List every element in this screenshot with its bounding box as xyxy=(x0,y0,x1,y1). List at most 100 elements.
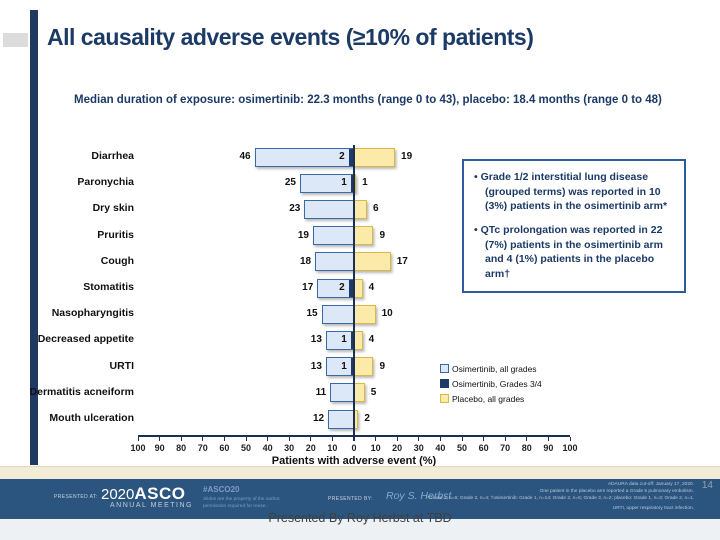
value-label-osimertinib-all: 25 xyxy=(284,177,296,189)
value-label-osimertinib-grade34: 1 xyxy=(341,360,347,372)
callout-bullet-list: • Grade 1/2 interstitial lung disease (g… xyxy=(474,170,676,282)
axis-tick xyxy=(310,437,312,441)
legend-item-osimertinib-grade34: Osimertinib, Grades 3/4 xyxy=(440,376,542,391)
axis-tick-label: 60 xyxy=(219,443,230,453)
presented-by-label: PRESENTED BY: xyxy=(328,496,373,502)
axis-tick-label: 60 xyxy=(478,443,489,453)
axis-tick-label: 70 xyxy=(197,443,208,453)
axis-tick-label: 40 xyxy=(435,443,446,453)
value-label-osimertinib-all: 11 xyxy=(315,386,327,398)
axis-tick xyxy=(267,437,269,441)
bar-osimertinib-all xyxy=(328,409,354,429)
axis-tick xyxy=(353,437,355,441)
disclaimer-line-1: Slides are the property of the author, xyxy=(203,497,281,502)
axis-tick xyxy=(396,437,398,441)
value-label-osimertinib-all: 13 xyxy=(310,334,322,346)
value-label-placebo: 9 xyxy=(379,360,385,372)
legend-swatch-placebo-all xyxy=(440,394,449,403)
axis-tick-label: 100 xyxy=(130,443,146,453)
axis-tick-label: 80 xyxy=(176,443,187,453)
value-label-placebo: 9 xyxy=(379,229,385,241)
logo-name: ASCO xyxy=(134,484,186,503)
value-label-osimertinib-all: 12 xyxy=(312,413,325,424)
bar-osimertinib-all xyxy=(321,304,354,324)
value-label-placebo: 6 xyxy=(372,203,379,215)
footnote-grade5: One patient in the placebo arm reported … xyxy=(539,489,694,494)
axis-tick xyxy=(526,437,528,441)
bottom-strip xyxy=(0,519,720,540)
category-label: Cough xyxy=(100,254,134,267)
bar-osimertinib-grade34 xyxy=(350,174,354,192)
axis-tick-label: 50 xyxy=(456,443,467,453)
axis-tick xyxy=(288,437,290,441)
axis-tick-label: 90 xyxy=(543,443,554,453)
disclaimer-line-2: permission required for reuse. xyxy=(203,504,267,509)
slide-title: All causality adverse events (≥10% of pa… xyxy=(47,24,534,50)
bar-placebo-all xyxy=(354,357,374,377)
axis-tick-label: 100 xyxy=(562,443,578,453)
bar-placebo-all xyxy=(354,383,365,403)
bar-osimertinib-all xyxy=(312,226,354,246)
footnote-datacutoff: ADAURA data cut-off: January 17, 2020. xyxy=(607,482,694,487)
accent-stripe xyxy=(30,10,38,465)
footnote-grades: *Grade 1, n=6; Grade 2, n=4; †osimertini… xyxy=(427,496,694,501)
axis-tick-label: 50 xyxy=(240,443,251,453)
zero-axis-line xyxy=(353,145,355,441)
value-label-osimertinib-all: 18 xyxy=(299,255,312,267)
value-label-osimertinib-all: 13 xyxy=(310,360,322,372)
bar-placebo-all xyxy=(354,330,363,350)
presenter-name: Roy S. Herbst xyxy=(386,490,452,502)
slide-number: 14 xyxy=(701,480,713,491)
axis-tick-label: 80 xyxy=(521,443,532,453)
axis-tick xyxy=(180,437,182,441)
value-label-placebo: 19 xyxy=(401,151,413,162)
bar-placebo-all xyxy=(354,147,396,167)
bar-osimertinib-grade34 xyxy=(350,358,354,376)
value-label-osimertinib-grade34: 1 xyxy=(341,334,347,346)
asco-footer-bar xyxy=(0,479,720,519)
category-label: Nasopharyngitis xyxy=(51,307,134,320)
axis-tick xyxy=(137,437,139,441)
value-label-osimertinib-all: 46 xyxy=(239,151,251,162)
category-label: URTI xyxy=(109,359,135,372)
bar-osimertinib-all xyxy=(315,252,354,272)
legend-item-placebo-all: Placebo, all grades xyxy=(440,391,542,406)
chart-legend: Osimertinib, all grades Osimertinib, Gra… xyxy=(440,361,542,406)
axis-tick-label: 30 xyxy=(284,443,295,453)
bar-placebo-all xyxy=(354,278,363,298)
axis-tick-label: 40 xyxy=(262,443,273,453)
bar-osimertinib-grade34 xyxy=(350,331,354,349)
value-label-osimertinib-all: 19 xyxy=(297,229,309,241)
asco-2020-logo: 2020ASCO xyxy=(101,484,186,504)
cream-divider-band xyxy=(0,466,720,480)
callout-box: • Grade 1/2 interstitial lung disease (g… xyxy=(462,159,686,293)
logo-year: 2020 xyxy=(101,486,135,503)
presented-at-label: PRESENTED AT: xyxy=(54,494,98,500)
axis-tick xyxy=(483,437,485,441)
category-label: Pruritis xyxy=(97,228,134,241)
legend-label: Osimertinib, Grades 3/4 xyxy=(452,378,542,389)
bar-osimertinib-grade34 xyxy=(348,279,354,297)
bar-osimertinib-all xyxy=(304,199,354,219)
value-label-osimertinib-all: 23 xyxy=(289,203,301,215)
value-label-osimertinib-grade34: 2 xyxy=(339,151,345,162)
value-label-placebo: 5 xyxy=(370,386,377,398)
bar-osimertinib-all xyxy=(330,383,354,403)
category-label: Dermatitis acneiform xyxy=(29,385,134,398)
legend-label: Osimertinib, all grades xyxy=(452,363,537,374)
x-axis-title: Patients with adverse event (%) xyxy=(271,455,437,467)
legend-item-osimertinib-all: Osimertinib, all grades xyxy=(440,361,542,376)
value-label-osimertinib-grade34: 1 xyxy=(341,177,347,189)
value-label-osimertinib-grade34: 2 xyxy=(339,282,345,293)
value-label-placebo: 2 xyxy=(364,413,370,424)
axis-tick xyxy=(504,437,506,441)
legend-swatch-osimertinib-all xyxy=(440,364,449,373)
bar-placebo-all xyxy=(354,226,374,246)
callout-bullet-qtc: • QTc prolongation was reported in 22 (7… xyxy=(474,224,663,281)
axis-tick xyxy=(439,437,441,441)
value-label-placebo: 4 xyxy=(368,334,375,346)
legend-swatch-osimertinib-grade34 xyxy=(440,379,449,388)
axis-tick xyxy=(159,437,161,441)
axis-tick xyxy=(223,437,225,441)
